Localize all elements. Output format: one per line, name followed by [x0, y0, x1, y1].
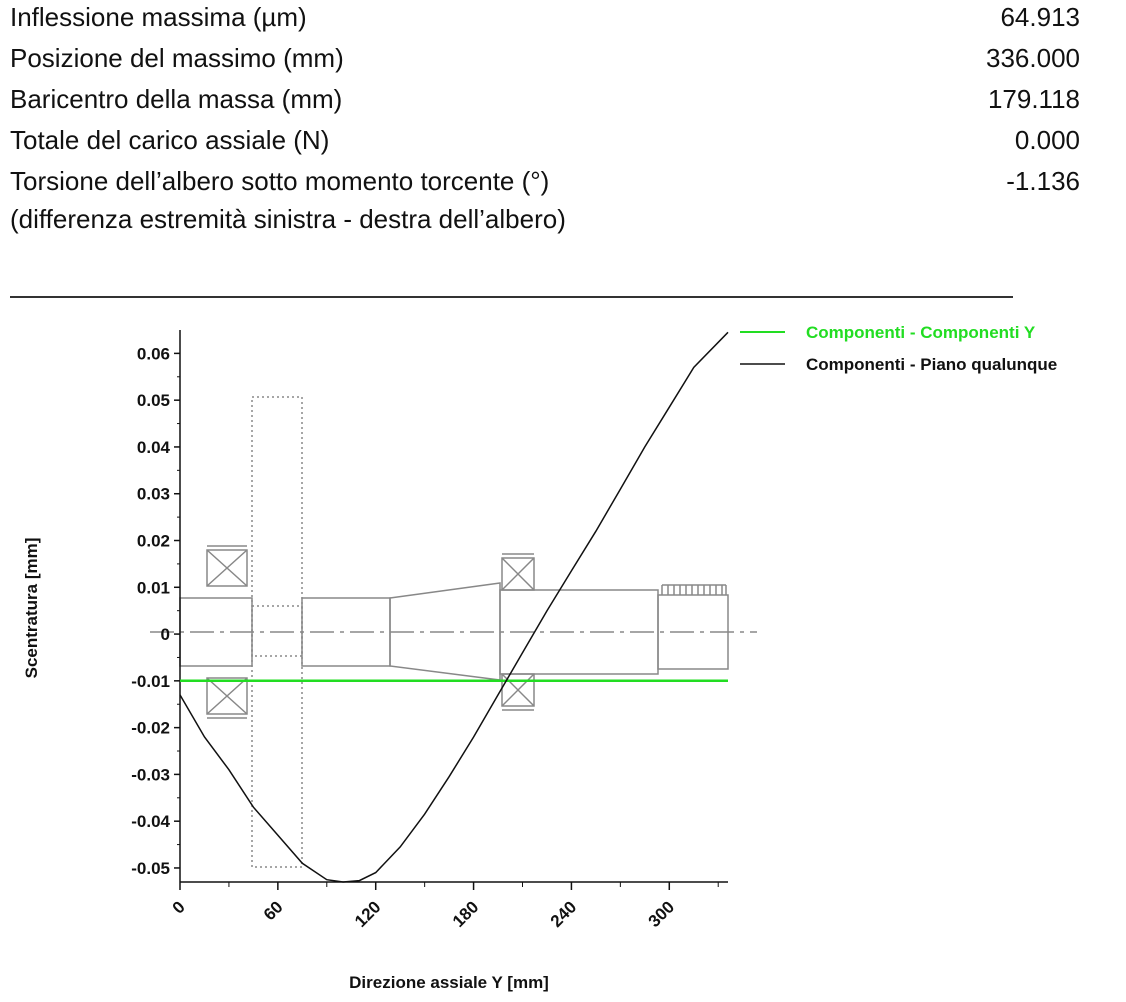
x-tick-label: 180: [449, 897, 482, 930]
result-value: 64.913: [1000, 2, 1080, 32]
y-tick-label: -0.05: [131, 859, 170, 878]
torsion-note: (differenza estremità sinistra - destra …: [10, 204, 566, 234]
gear-hub: [251, 605, 303, 657]
x-tick-label: 0: [169, 897, 189, 917]
y-tick-label: 0: [161, 625, 170, 644]
result-value: 336.000: [986, 43, 1080, 73]
shaft-segment: [657, 594, 729, 670]
legend-label: Componenti - Componenti Y: [806, 323, 1036, 342]
spline-teeth: [661, 584, 727, 595]
result-row: Baricentro della massa (mm) 179.118: [10, 82, 1080, 123]
y-tick-label: -0.03: [131, 765, 170, 784]
result-value: -1.136: [1006, 166, 1080, 196]
result-label: Baricentro della massa (mm): [10, 84, 343, 114]
y-tick-label: 0.02: [137, 532, 170, 551]
result-label: Posizione del massimo (mm): [10, 43, 344, 73]
result-row: Torsione dell’albero sotto momento torce…: [10, 164, 1080, 205]
y-tick-label: -0.04: [131, 812, 170, 831]
legend: Componenti - Componenti Y Componenti - P…: [740, 323, 1057, 374]
y-tick-label: -0.02: [131, 719, 170, 738]
series-layer: [179, 331, 729, 883]
y-tick-label: 0.06: [137, 344, 170, 363]
result-row: Inflessione massima (µm) 64.913: [10, 0, 1080, 41]
y-axis-title: Scentratura [mm]: [22, 538, 41, 679]
y-tick-label: -0.01: [131, 672, 170, 691]
bearing-left-top: [206, 545, 248, 587]
result-row: Posizione del massimo (mm) 336.000: [10, 41, 1080, 82]
result-value: 179.118: [987, 84, 1080, 114]
x-tick-label: 120: [351, 897, 384, 930]
results-panel: Inflessione massima (µm) 64.913 Posizion…: [10, 0, 1080, 205]
x-tick-label: 300: [645, 897, 678, 930]
x-tick-label: 60: [260, 897, 287, 924]
result-label: Inflessione massima (µm): [10, 2, 307, 32]
result-value: 0.000: [1014, 125, 1080, 155]
y-tick-label: 0.01: [137, 578, 170, 597]
shaft-schematic: [150, 396, 757, 868]
divider: [10, 296, 1013, 298]
axes: 0.06 0.05 0.04 0.03 0.02 0.01 0 -0.01 -0.02 -0.03…: [131, 330, 728, 931]
result-row: Totale del carico assiale (N) 0.000: [10, 123, 1080, 164]
y-tick-label: 0.03: [137, 485, 170, 504]
x-axis-title: Direzione assiale Y [mm]: [349, 973, 549, 992]
bearing-right-top: [501, 553, 535, 591]
y-tick-label: 0.04: [137, 438, 171, 457]
result-label: Torsione dell’albero sotto momento torce…: [10, 166, 550, 196]
result-label: Totale del carico assiale (N): [10, 125, 330, 155]
bearing-left-bottom: [206, 677, 248, 719]
series-piano-qualunque-line: [179, 331, 729, 883]
y-tick-label: 0.05: [137, 391, 170, 410]
legend-label: Componenti - Piano qualunque: [806, 355, 1057, 374]
x-tick-label: 240: [547, 897, 580, 930]
